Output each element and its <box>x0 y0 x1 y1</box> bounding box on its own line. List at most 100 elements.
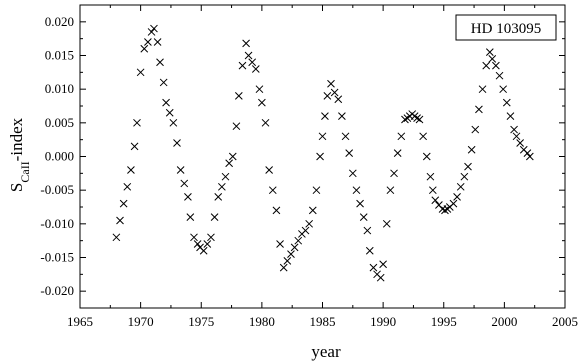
data-point <box>431 196 440 205</box>
data-point <box>352 186 361 195</box>
data-point <box>190 233 198 242</box>
data-point <box>234 92 243 100</box>
data-point <box>272 206 281 215</box>
data-point <box>255 85 264 94</box>
data-point <box>186 213 195 221</box>
data-point <box>301 226 310 235</box>
data-point <box>523 149 532 157</box>
data-points <box>112 24 534 282</box>
data-point <box>251 65 260 73</box>
legend-box <box>455 14 557 41</box>
data-point <box>119 199 128 208</box>
data-point <box>159 78 168 87</box>
data-point <box>488 55 497 63</box>
legend-label: HD 103095 <box>471 21 541 37</box>
data-point <box>323 92 332 100</box>
x-tick-label: 1975 <box>188 314 214 329</box>
y-axis-label-suffix: -index <box>7 117 26 161</box>
x-axis-label: year <box>311 342 341 361</box>
data-point <box>312 186 321 195</box>
x-tick-label: 2005 <box>552 314 578 329</box>
x-tick-label: 1970 <box>128 314 154 329</box>
data-point <box>453 193 461 201</box>
y-tick-label: 0.000 <box>45 149 74 164</box>
data-point <box>321 112 329 120</box>
data-point <box>210 213 219 221</box>
data-point <box>502 98 511 107</box>
data-point <box>153 38 162 46</box>
data-point <box>390 169 398 178</box>
data-point <box>140 44 149 53</box>
data-point <box>460 172 469 181</box>
data-point <box>238 61 247 70</box>
legend: HD 103095 <box>455 14 557 41</box>
data-point <box>365 246 374 255</box>
data-point <box>258 98 266 107</box>
data-point <box>401 115 409 124</box>
data-point <box>506 112 515 120</box>
data-point <box>393 149 402 157</box>
data-point <box>382 219 391 228</box>
data-point <box>345 149 354 157</box>
axes <box>79 4 566 309</box>
y-tick-label: -0.005 <box>40 182 74 197</box>
data-point <box>422 152 431 161</box>
data-point <box>283 257 292 265</box>
y-axis-label-sub: CaII <box>18 161 32 182</box>
y-axis-label: SCaII-index <box>7 117 32 192</box>
y-tick-label: 0.015 <box>45 48 74 63</box>
data-point <box>232 122 241 131</box>
data-point <box>341 132 350 141</box>
data-point <box>467 145 476 154</box>
data-point <box>456 182 465 191</box>
data-point <box>221 172 230 181</box>
data-point <box>130 142 139 151</box>
data-point <box>294 236 303 245</box>
data-point <box>499 85 508 94</box>
data-point <box>475 105 483 114</box>
x-tick-label: 1990 <box>370 314 396 329</box>
data-point <box>165 108 174 117</box>
data-point <box>415 115 424 124</box>
data-point <box>478 85 487 94</box>
data-point <box>268 186 277 195</box>
data-point <box>327 79 335 88</box>
data-point <box>225 159 233 168</box>
data-point <box>318 132 327 141</box>
data-point <box>419 132 427 141</box>
data-point <box>207 233 215 242</box>
data-point <box>369 263 378 272</box>
data-point <box>242 39 250 48</box>
data-point <box>248 58 257 67</box>
ticks: 1965 1970 1975 1980 1985 1990 1995 2000 2005 -0.0… <box>40 5 578 329</box>
x-tick-label: 1980 <box>249 314 275 329</box>
x-tick-label: 1995 <box>431 314 457 329</box>
data-point <box>386 186 395 195</box>
data-point <box>193 240 202 248</box>
x-tick-label: 2000 <box>491 314 517 329</box>
data-point <box>397 132 406 141</box>
data-point <box>287 250 295 258</box>
data-point <box>334 95 343 104</box>
data-point <box>144 38 152 46</box>
data-point <box>426 172 435 181</box>
data-point <box>356 199 364 208</box>
data-point <box>136 68 145 77</box>
data-point <box>495 71 504 80</box>
data-point <box>359 213 368 221</box>
y-axis-label-main: S <box>7 183 26 192</box>
data-point <box>162 98 170 107</box>
y-tick-label: -0.020 <box>40 283 74 298</box>
data-point <box>116 216 124 225</box>
data-point <box>338 112 346 120</box>
data-point <box>316 152 324 161</box>
data-point <box>464 162 472 171</box>
data-point <box>228 152 237 161</box>
y-tick-label: -0.015 <box>40 250 74 265</box>
data-point <box>510 125 518 134</box>
data-point <box>348 169 357 178</box>
data-point <box>180 179 189 188</box>
y-tick-label: 0.010 <box>45 81 74 96</box>
data-point <box>127 166 135 174</box>
